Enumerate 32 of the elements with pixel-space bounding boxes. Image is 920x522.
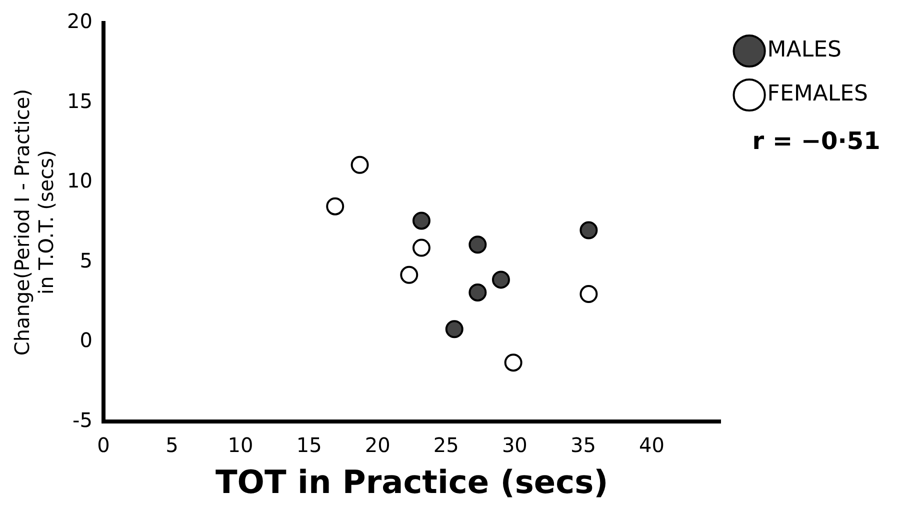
legend-label: FEMALES [767,82,868,107]
legend-label: MALES [767,38,842,63]
point [492,270,510,289]
point [412,238,430,257]
point [350,156,369,174]
y-tick-label: 5 [80,248,92,272]
x-tick-label: 15 [296,432,322,457]
x-tick-label: 0 [97,432,110,457]
y-tick-label: 0 [80,328,92,352]
point [445,320,464,338]
x-tick-label: 20 [364,432,390,457]
x-tick-label: 5 [166,432,178,457]
y-tick-label: -5 [72,408,92,432]
y-tick-label: 15 [66,88,92,113]
point [468,283,487,302]
y-tick-label: 20 [66,9,92,34]
x-tick-label: 30 [502,432,528,457]
point [400,266,418,284]
point [580,285,598,304]
x-axis-title: TOT in Practice (secs) [215,463,608,502]
y-axis-title: Change(Period I - Practice) in T.O.T. (secs) [10,88,58,356]
x-tick-label: 40 [639,432,664,457]
point [580,221,598,240]
x-tick-label: 35 [570,432,596,457]
point [326,197,344,216]
point [412,212,430,230]
text: r = −0·51 [752,127,880,156]
point [468,236,487,254]
x-tick-label: 25 [433,432,459,457]
x-tick-label: 10 [228,432,254,457]
point [504,354,522,372]
y-tick-label: 10 [66,168,92,193]
